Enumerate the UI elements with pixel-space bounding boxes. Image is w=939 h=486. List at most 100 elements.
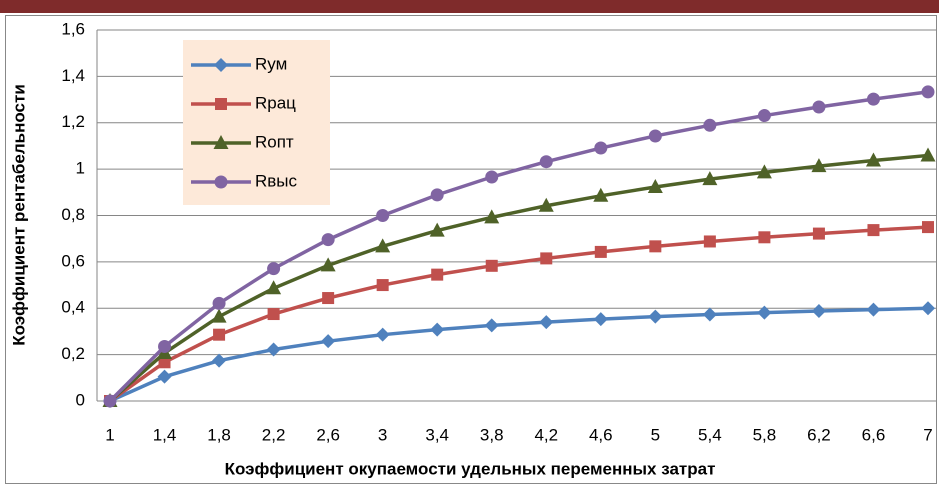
marker [593, 187, 609, 202]
marker [267, 262, 281, 276]
x-tick-label: 5,4 [698, 425, 722, 444]
marker [321, 233, 335, 247]
marker [702, 171, 718, 186]
y-tick-label: 0,2 [61, 344, 85, 363]
marker [375, 327, 390, 342]
marker [539, 315, 554, 330]
marker [812, 100, 826, 114]
legend-label: Rум [255, 54, 287, 73]
marker [922, 221, 934, 234]
x-tick-label: 3,8 [480, 425, 504, 444]
marker [921, 85, 935, 99]
x-tick-label: 2,2 [262, 425, 286, 444]
marker [429, 222, 445, 237]
marker [485, 170, 499, 184]
y-tick-label: 1,6 [61, 19, 85, 38]
marker [594, 141, 608, 155]
marker [538, 197, 554, 212]
x-tick-label: 3,4 [425, 425, 449, 444]
marker [215, 98, 227, 110]
marker [322, 292, 335, 305]
legend-box [183, 40, 330, 205]
x-tick-label: 6,2 [807, 425, 831, 444]
marker [648, 309, 663, 324]
marker [430, 188, 444, 202]
marker [485, 259, 498, 272]
marker [214, 175, 228, 189]
x-tick-label: 1 [105, 425, 114, 444]
y-axis-title: Коэффициент рентабельности [9, 84, 28, 346]
x-tick-label: 4,2 [534, 425, 558, 444]
x-tick-label: 5,8 [753, 425, 777, 444]
marker [812, 227, 825, 240]
y-tick-label: 1,4 [61, 66, 85, 85]
marker [703, 235, 716, 248]
legend-label: Rопт [255, 132, 294, 151]
marker [594, 245, 607, 258]
marker [157, 369, 172, 384]
marker [539, 155, 553, 169]
series-line [108, 90, 929, 403]
marker [211, 308, 227, 323]
marker [212, 296, 226, 310]
marker [867, 224, 880, 237]
marker [266, 280, 282, 295]
marker [267, 308, 280, 321]
marker [375, 238, 391, 253]
y-tick-label: 0,6 [61, 251, 85, 270]
series-line [108, 225, 929, 403]
marker [431, 268, 444, 281]
y-tick-label: 0,4 [61, 298, 85, 317]
x-tick-label: 4,6 [589, 425, 613, 444]
marker [484, 318, 499, 333]
y-tick-label: 0,8 [61, 205, 85, 224]
marker [376, 209, 390, 222]
marker [758, 231, 771, 244]
marker [756, 164, 772, 179]
x-tick-label: 6,6 [862, 425, 886, 444]
marker [540, 252, 553, 265]
y-tick-label: 1 [76, 159, 85, 178]
x-tick-label: 1,8 [207, 425, 231, 444]
marker [158, 356, 171, 369]
marker [811, 158, 827, 173]
marker [213, 328, 226, 341]
marker [649, 240, 662, 253]
marker [866, 302, 881, 317]
series-line [109, 306, 929, 403]
marker [921, 301, 935, 316]
y-tick-label: 1,2 [61, 112, 85, 131]
marker [866, 92, 880, 106]
x-tick-label: 7 [923, 425, 932, 444]
marker [213, 135, 229, 149]
marker [320, 257, 336, 272]
x-tick-label: 5 [651, 425, 660, 444]
chart-border [5, 15, 937, 484]
marker [214, 58, 228, 72]
marker [212, 353, 227, 368]
marker [811, 304, 826, 319]
marker [757, 109, 771, 123]
marker [158, 340, 172, 354]
x-tick-label: 2,6 [316, 425, 340, 444]
x-tick-label: 3 [378, 425, 387, 444]
marker [647, 178, 663, 193]
top-bar [0, 0, 939, 13]
legend-label: Rвыс [255, 171, 298, 190]
marker [321, 334, 336, 349]
marker [593, 312, 608, 327]
legend-label: Rрац [255, 93, 296, 112]
series-line [108, 153, 929, 403]
marker [648, 129, 662, 143]
marker [865, 152, 881, 167]
marker [376, 279, 389, 292]
marker [920, 147, 936, 162]
marker [702, 307, 717, 322]
x-axis-title: Коэффициент окупаемости удельных перемен… [225, 459, 716, 478]
marker [103, 394, 117, 408]
marker [703, 118, 717, 132]
marker [430, 322, 445, 337]
x-tick-label: 1,4 [153, 425, 177, 444]
marker [266, 342, 281, 357]
